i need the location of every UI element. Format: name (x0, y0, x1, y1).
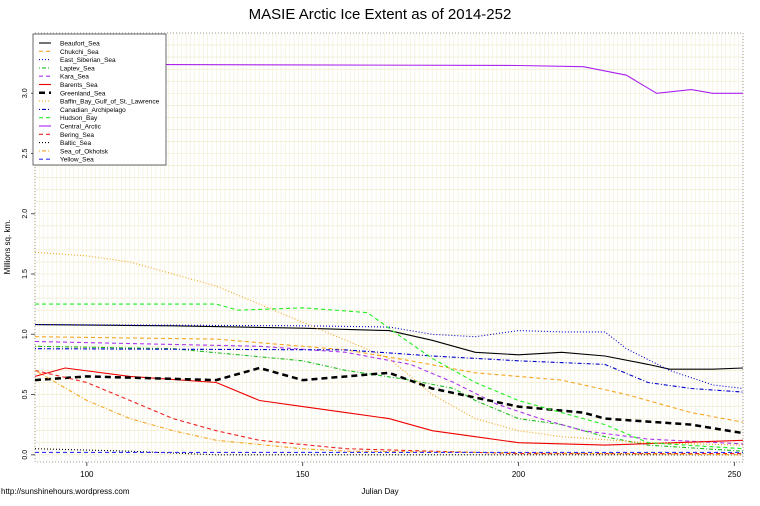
legend-box (32, 33, 167, 166)
x-tick-label: 250 (728, 470, 742, 479)
legend-label: East_Siberian_Sea (60, 57, 116, 64)
y-axis-label: Millions sq. km. (3, 220, 12, 275)
credit-text: http://sunshinehours.wordpress.com (1, 487, 130, 496)
legend-label: Sea_of_Okhotsk (60, 148, 109, 155)
series-line-hudson-bay (35, 303, 744, 450)
x-tick-label: 100 (80, 470, 94, 479)
legend-label: Hudson_Bay (60, 115, 98, 122)
x-axis-label: Julian Day (361, 487, 398, 496)
series-line-canadian-archipelago (34, 348, 744, 393)
series-line-baltic-sea (34, 448, 743, 456)
y-tick-label: 1.0 (22, 329, 29, 339)
legend-label: Baffin_Bay_Gulf_of_St._Lawrence (60, 99, 160, 106)
y-tick-label: 0.5 (22, 390, 29, 400)
chart-title: MASIE Arctic Ice Extent as of 2014-252 (249, 6, 512, 23)
y-tick-label: 2.0 (22, 209, 29, 219)
legend-label: Bering_Sea (60, 132, 94, 139)
y-tick-label: 0.0 (22, 450, 29, 460)
series-line-laptev-sea (34, 345, 744, 452)
series-line-greenland-sea (34, 366, 744, 435)
series-line-bering-sea (34, 369, 743, 455)
series-line-sea-of-okhotsk (34, 369, 744, 456)
legend-label: Canadian_Archipelago (60, 107, 126, 114)
legend-label: Central_Arctic (60, 124, 102, 131)
y-tick-label: 1.5 (22, 269, 29, 279)
legend-label: Kara_Sea (60, 74, 89, 81)
series-line-beaufort-sea (34, 324, 744, 370)
y-tick-label: 2.5 (22, 149, 29, 159)
y-tick-label: 3.0 (22, 88, 29, 98)
series-line-east-siberian-sea (34, 324, 744, 390)
series-line-chukchi-sea (34, 336, 744, 423)
legend-label: Yellow_Sea (60, 157, 94, 164)
plot-border (34, 32, 744, 463)
legend-label: Greenland_Sea (60, 90, 106, 97)
x-tick-label: 200 (512, 470, 526, 479)
series-line-central-arctic (34, 63, 743, 94)
legend-label: Laptev_Sea (60, 65, 95, 72)
legend-label: Chukchi_Sea (60, 49, 99, 56)
legend-label: Baltic_Sea (60, 140, 91, 147)
legend-label: Barents_Sea (60, 82, 98, 89)
legend-label: Beaufort_Sea (60, 41, 100, 48)
x-tick-label: 150 (296, 470, 310, 479)
